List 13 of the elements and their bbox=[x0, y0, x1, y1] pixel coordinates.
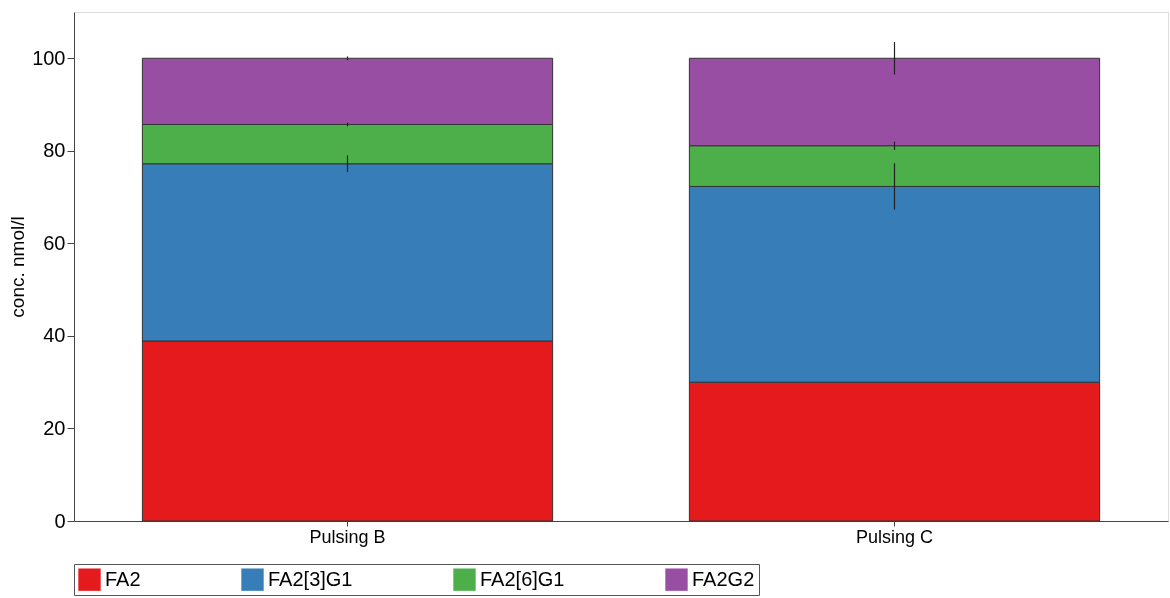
legend-label: FA2 bbox=[105, 567, 141, 590]
y-tick-label: 80 bbox=[43, 139, 66, 162]
x-tick-label: Pulsing B bbox=[309, 526, 386, 547]
y-tick-label: 40 bbox=[43, 324, 66, 347]
x-tick-label: Pulsing C bbox=[855, 526, 934, 547]
y-tick-label: 60 bbox=[43, 231, 66, 254]
y-axis-title: conc. nmol/l bbox=[7, 216, 29, 318]
y-tick-label: 0 bbox=[54, 509, 66, 532]
legend-label: FA2G2 bbox=[692, 567, 755, 590]
y-tick-label: 100 bbox=[32, 46, 66, 69]
y-tick-label: 20 bbox=[43, 416, 66, 439]
legend-label: FA2[6]G1 bbox=[480, 567, 565, 590]
legend-label: FA2[3]G1 bbox=[268, 567, 353, 590]
